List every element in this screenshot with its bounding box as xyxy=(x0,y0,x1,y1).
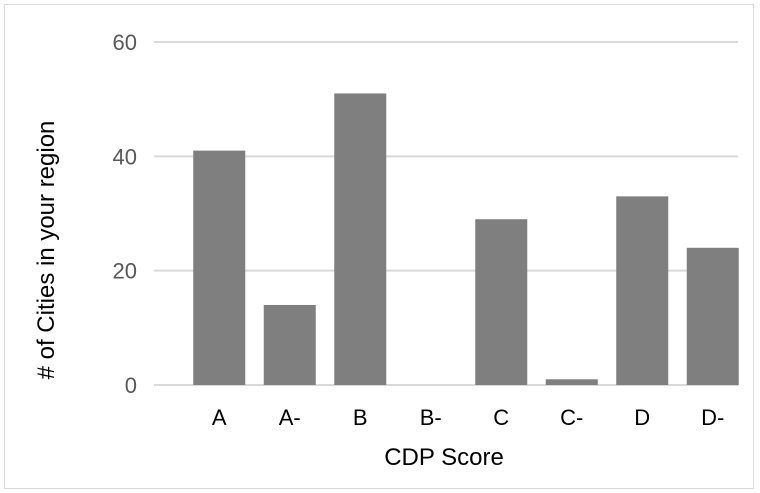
x-tick-label: B- xyxy=(420,405,442,430)
bar-B xyxy=(334,93,387,385)
x-tick-label: C- xyxy=(560,405,583,430)
x-tick-label: A xyxy=(212,405,227,430)
bar-C xyxy=(475,219,528,385)
bar-A xyxy=(193,150,246,385)
y-axis-title: # of Cities in your region xyxy=(33,121,60,380)
bars xyxy=(193,93,739,385)
x-axis-title: CDP Score xyxy=(384,444,504,471)
y-tick-label: 40 xyxy=(113,144,137,169)
bar-C- xyxy=(545,379,598,385)
x-tick-label: A- xyxy=(279,405,301,430)
y-tick-label: 60 xyxy=(113,30,137,55)
x-axis-category-labels: A A- B B- C C- D D- xyxy=(212,405,724,430)
x-tick-label: B xyxy=(353,405,368,430)
bar-A- xyxy=(263,304,316,385)
y-axis-tick-labels: 0 20 40 60 xyxy=(113,30,137,398)
x-tick-label: D xyxy=(634,405,650,430)
x-tick-label: D- xyxy=(701,405,724,430)
y-tick-label: 20 xyxy=(113,259,137,284)
bar-D xyxy=(616,196,669,385)
bar-D- xyxy=(686,247,739,385)
x-tick-label: C xyxy=(493,405,509,430)
y-tick-label: 0 xyxy=(125,373,137,398)
